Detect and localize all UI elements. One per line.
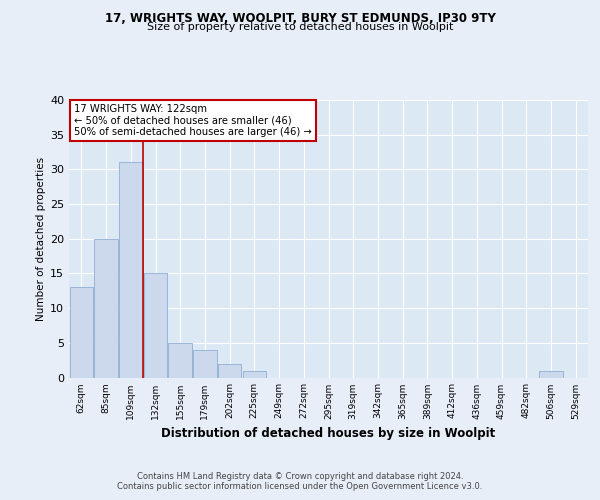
- Bar: [242, 370, 266, 378]
- Text: Contains HM Land Registry data © Crown copyright and database right 2024.: Contains HM Land Registry data © Crown c…: [137, 472, 463, 481]
- Text: 17 WRIGHTS WAY: 122sqm
← 50% of detached houses are smaller (46)
50% of semi-det: 17 WRIGHTS WAY: 122sqm ← 50% of detached…: [74, 104, 312, 138]
- Y-axis label: Number of detached properties: Number of detached properties: [36, 156, 46, 321]
- Bar: [144, 274, 167, 378]
- Text: 17, WRIGHTS WAY, WOOLPIT, BURY ST EDMUNDS, IP30 9TY: 17, WRIGHTS WAY, WOOLPIT, BURY ST EDMUND…: [104, 12, 496, 26]
- Bar: [119, 162, 143, 378]
- Bar: [94, 239, 118, 378]
- Text: Contains public sector information licensed under the Open Government Licence v3: Contains public sector information licen…: [118, 482, 482, 491]
- Bar: [70, 288, 93, 378]
- Bar: [169, 343, 192, 378]
- Bar: [193, 350, 217, 378]
- Bar: [539, 370, 563, 378]
- X-axis label: Distribution of detached houses by size in Woolpit: Distribution of detached houses by size …: [161, 427, 496, 440]
- Bar: [218, 364, 241, 378]
- Text: Size of property relative to detached houses in Woolpit: Size of property relative to detached ho…: [147, 22, 453, 32]
